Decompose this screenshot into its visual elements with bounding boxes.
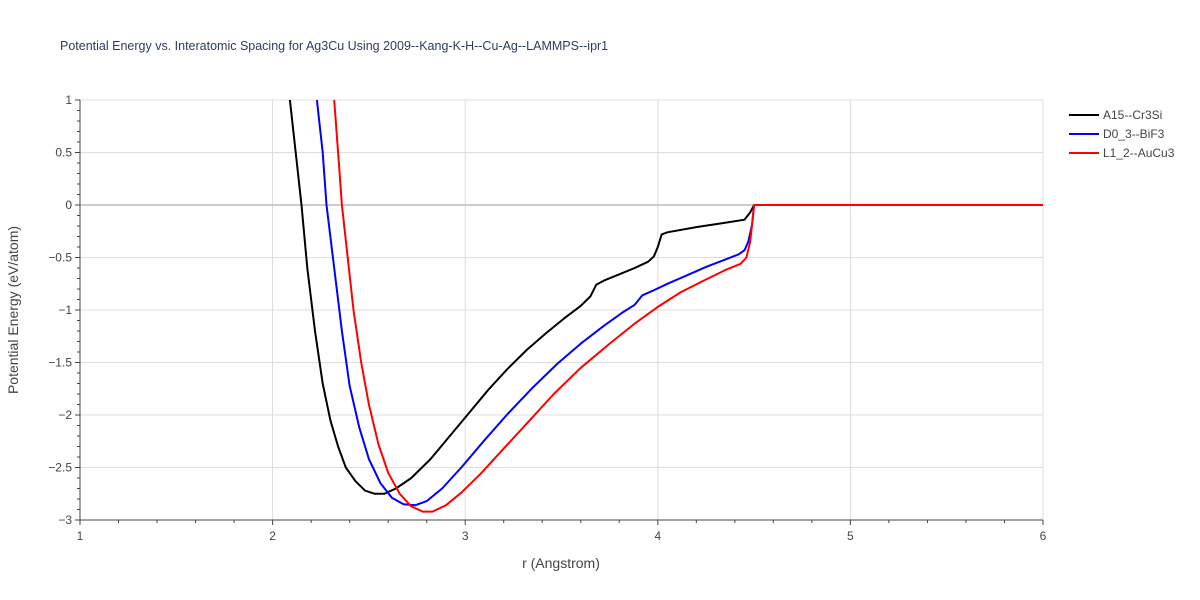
legend-label: L1_2--AuCu3 (1103, 146, 1175, 160)
x-tick-label: 6 (1040, 529, 1047, 543)
y-gridlines (80, 99, 1043, 468)
legend-label: A15--Cr3Si (1103, 108, 1162, 122)
series-line-A15--Cr3Si (288, 100, 1043, 495)
y-tick-label: −1 (58, 303, 72, 317)
y-tick-label: −1.5 (48, 356, 72, 370)
series-layer (288, 100, 1043, 513)
y-tick-label: −0.5 (48, 251, 72, 265)
x-tick-label: 2 (269, 529, 276, 543)
series-line-L1_2--AuCu3 (333, 100, 1043, 513)
x-tick-label: 1 (77, 529, 84, 543)
y-tick-label: 1 (65, 93, 72, 107)
y-tick-label: −2.5 (48, 461, 72, 475)
x-axis-title: r (Angstrom) (522, 555, 600, 571)
x-tick-label: 5 (847, 529, 854, 543)
y-tick-label: −2 (58, 408, 72, 422)
legend: A15--Cr3Si D0_3--BiF3 L1_2--AuCu3 (1069, 108, 1175, 160)
x-tick-label: 4 (654, 529, 661, 543)
chart-title: Potential Energy vs. Interatomic Spacing… (60, 39, 608, 53)
y-tick-label: 0 (65, 198, 72, 212)
y-tick-label: −3 (58, 513, 72, 527)
x-tick-label: 3 (462, 529, 469, 543)
legend-label: D0_3--BiF3 (1103, 127, 1165, 141)
x-ticks: 1 2 3 4 5 6 (77, 520, 1047, 543)
series-line-D0_3--BiF3 (315, 100, 1043, 507)
y-tick-label: 0.5 (55, 146, 72, 160)
y-axis-title: Potential Energy (eV/atom) (5, 226, 21, 394)
y-ticks: 1 0.5 0 −0.5 −1 −1.5 −2 −2.5 −3 (48, 93, 80, 527)
